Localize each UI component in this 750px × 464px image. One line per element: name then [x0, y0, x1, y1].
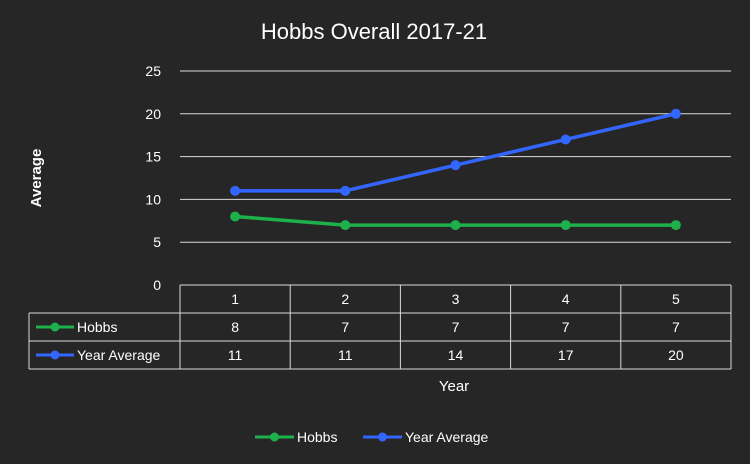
- series-lines: [230, 108, 681, 231]
- table-cell-value: 7: [562, 319, 570, 335]
- y-tick-label: 15: [145, 149, 161, 165]
- legend-key-marker: [378, 432, 387, 442]
- table-cell-value: 17: [558, 347, 574, 363]
- table-cell-value: 7: [452, 319, 460, 335]
- table-cell-value: 20: [668, 347, 684, 363]
- data-table: 1 2 3 4 5 Hobbs 8 7 7 7 7 Year Average 11 11 14 17 20: [28, 284, 732, 370]
- x-tick-label: 2: [341, 291, 349, 307]
- table-legend-key-marker: [50, 350, 60, 360]
- legend-entry-label: Hobbs: [297, 429, 337, 445]
- table-series-name: Year Average: [77, 347, 161, 363]
- y-tick-label: 20: [145, 106, 161, 122]
- data-point: [450, 220, 461, 231]
- y-axis-label: Average: [28, 149, 45, 208]
- legend-key-marker: [270, 432, 279, 442]
- x-axis-label: Year: [439, 378, 469, 395]
- data-point: [560, 134, 571, 145]
- x-tick-label: 4: [562, 291, 570, 307]
- x-tick-label: 5: [672, 291, 680, 307]
- data-point: [230, 211, 241, 222]
- legend-entry-label: Year Average: [405, 429, 489, 445]
- data-point: [230, 185, 241, 196]
- y-tick-label: 10: [145, 191, 161, 207]
- table-legend-key-marker: [50, 322, 60, 332]
- x-tick-label: 3: [452, 291, 460, 307]
- y-tick-label: 0: [153, 277, 161, 293]
- data-point: [340, 185, 351, 196]
- table-cell-value: 11: [338, 347, 353, 363]
- y-tick-label: 25: [145, 63, 161, 79]
- chart-title: Hobbs Overall 2017-21: [261, 19, 487, 44]
- data-point: [450, 160, 461, 171]
- table-cell-value: 14: [448, 347, 464, 363]
- gridlines: [180, 70, 731, 243]
- table-series-name: Hobbs: [77, 319, 117, 335]
- data-point: [670, 220, 681, 231]
- table-cell-value: 8: [231, 319, 239, 335]
- table-cell-value: 7: [672, 319, 680, 335]
- table-cell-value: 7: [341, 319, 349, 335]
- data-point: [670, 108, 681, 119]
- y-tick-labels: 0 5 10 15 20 25: [145, 63, 161, 293]
- y-tick-label: 5: [153, 234, 161, 250]
- data-point: [340, 220, 351, 231]
- x-tick-label: 1: [231, 291, 239, 307]
- data-point: [560, 220, 571, 231]
- legend: Hobbs Year Average: [255, 429, 489, 445]
- table-cell-value: 11: [228, 347, 243, 363]
